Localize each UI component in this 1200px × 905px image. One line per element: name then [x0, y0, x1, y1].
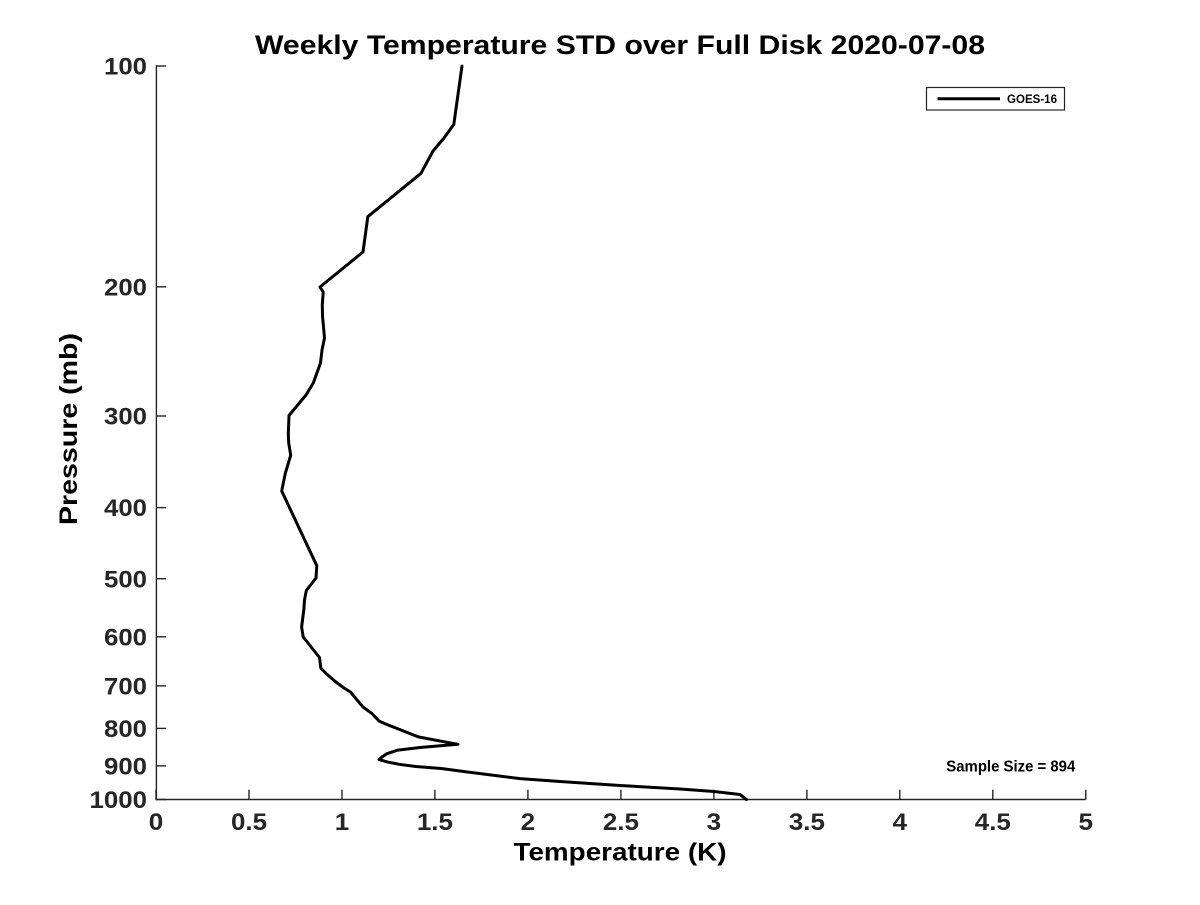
svg-text:800: 800 — [104, 716, 147, 743]
svg-text:300: 300 — [104, 404, 147, 431]
svg-text:1000: 1000 — [90, 787, 148, 814]
svg-text:200: 200 — [104, 274, 147, 301]
svg-text:4.5: 4.5 — [975, 809, 1011, 836]
svg-text:3: 3 — [707, 809, 722, 836]
svg-text:600: 600 — [104, 624, 147, 651]
svg-text:0.5: 0.5 — [231, 809, 267, 836]
svg-text:0: 0 — [149, 809, 164, 836]
svg-text:Temperature (K): Temperature (K) — [514, 839, 727, 867]
svg-text:Sample Size = 894: Sample Size = 894 — [946, 759, 1075, 776]
svg-text:Pressure (mb): Pressure (mb) — [55, 333, 83, 525]
svg-text:4: 4 — [893, 809, 908, 836]
svg-text:3.5: 3.5 — [789, 809, 825, 836]
svg-text:2.5: 2.5 — [603, 809, 639, 836]
svg-text:2: 2 — [521, 809, 536, 836]
svg-text:GOES-16: GOES-16 — [1007, 92, 1057, 106]
svg-text:5: 5 — [1079, 809, 1094, 836]
svg-text:400: 400 — [104, 495, 147, 522]
svg-text:900: 900 — [104, 754, 147, 781]
svg-text:100: 100 — [104, 54, 147, 81]
svg-text:1.5: 1.5 — [417, 809, 453, 836]
svg-text:1: 1 — [335, 809, 350, 836]
svg-text:500: 500 — [104, 566, 147, 593]
svg-text:Weekly Temperature STD over Fu: Weekly Temperature STD over Full Disk 20… — [255, 29, 985, 60]
svg-text:700: 700 — [104, 674, 147, 701]
